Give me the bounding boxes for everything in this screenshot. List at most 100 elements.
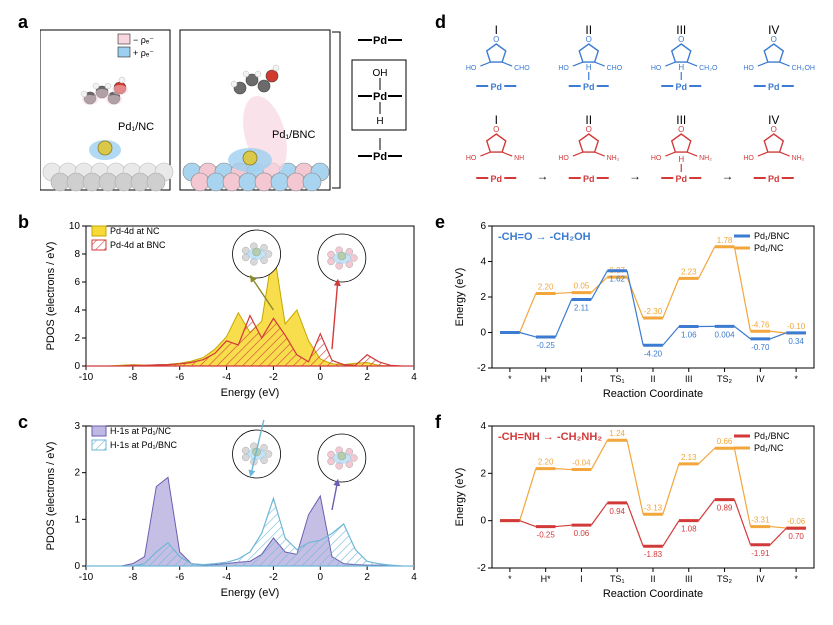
svg-text:I: I — [580, 574, 583, 584]
svg-text:-4.20: -4.20 — [644, 349, 663, 358]
svg-text:Reaction Coordinate: Reaction Coordinate — [603, 588, 703, 600]
svg-text:TS₂: TS₂ — [717, 574, 733, 584]
svg-text:H*: H* — [541, 374, 551, 384]
svg-text:CH₂O: CH₂O — [699, 65, 718, 72]
svg-text:2: 2 — [74, 468, 80, 479]
svg-text:HO: HO — [743, 155, 754, 162]
svg-text:Pd: Pd — [490, 82, 502, 92]
svg-text:II: II — [650, 374, 655, 384]
svg-text:2.23: 2.23 — [681, 267, 697, 276]
svg-text:III: III — [685, 374, 693, 384]
svg-text:-8: -8 — [128, 372, 137, 383]
svg-text:TS₁: TS₁ — [610, 574, 625, 584]
svg-text:-0.10: -0.10 — [787, 322, 806, 331]
svg-text:4: 4 — [480, 257, 486, 268]
svg-text:HO: HO — [743, 65, 754, 72]
svg-text:-4.76: -4.76 — [751, 320, 770, 329]
svg-text:PDOS (electrons / eV): PDOS (electrons / eV) — [45, 442, 57, 551]
svg-text:O: O — [586, 35, 592, 44]
svg-text:Pd₁/BNC: Pd₁/BNC — [754, 231, 790, 241]
svg-text:2.13: 2.13 — [681, 453, 697, 462]
svg-text:IV: IV — [756, 574, 765, 584]
svg-text:CHO: CHO — [514, 65, 530, 72]
svg-text:O: O — [678, 35, 684, 44]
svg-text:2: 2 — [364, 572, 370, 583]
svg-text:Pd₁/NC: Pd₁/NC — [118, 121, 154, 133]
svg-text:O: O — [771, 125, 777, 134]
svg-text:Pd₁/NC: Pd₁/NC — [754, 243, 784, 253]
figure-root: a b c d e f − ρₑ⁻+ ρₑ⁻Pd₁/NCPd₁/BNCPdOHP… — [0, 0, 833, 625]
svg-text:O: O — [493, 125, 499, 134]
svg-text:Pd₁/NC: Pd₁/NC — [754, 443, 784, 453]
svg-text:CHO: CHO — [607, 65, 623, 72]
svg-text:HO: HO — [466, 155, 477, 162]
svg-text:O: O — [678, 125, 684, 134]
svg-text:0.05: 0.05 — [574, 282, 590, 291]
svg-text:-2: -2 — [269, 372, 278, 383]
svg-text:0.34: 0.34 — [788, 337, 804, 346]
svg-text:6: 6 — [480, 221, 486, 232]
svg-text:1.06: 1.06 — [681, 330, 697, 339]
svg-text:+ ρₑ⁻: + ρₑ⁻ — [133, 48, 154, 58]
svg-text:-8: -8 — [128, 572, 137, 583]
svg-text:HO: HO — [651, 65, 662, 72]
svg-text:II: II — [650, 574, 655, 584]
svg-text:0: 0 — [74, 561, 80, 572]
svg-text:-10: -10 — [79, 372, 94, 383]
svg-text:H: H — [678, 63, 684, 72]
svg-text:0: 0 — [74, 361, 80, 372]
svg-text:H: H — [376, 116, 383, 127]
svg-text:-3.13: -3.13 — [644, 503, 663, 512]
svg-text:0: 0 — [318, 372, 324, 383]
panel-b: -10-8-6-4-20240246810Energy (eV)PDOS (el… — [40, 220, 420, 400]
svg-text:Pd: Pd — [373, 151, 387, 163]
svg-text:0.004: 0.004 — [715, 330, 736, 339]
svg-text:-0.04: -0.04 — [572, 459, 591, 468]
svg-text:OH: OH — [373, 68, 388, 79]
svg-text:HO: HO — [466, 65, 477, 72]
panel-a: − ρₑ⁻+ ρₑ⁻Pd₁/NCPd₁/BNCPdOHPdHPd — [40, 20, 420, 200]
panel-e: -20246*H*ITS₁IIIIITS₂IV*Reaction Coordin… — [450, 220, 820, 400]
svg-text:Pd: Pd — [675, 174, 687, 184]
svg-text:NH₂: NH₂ — [699, 155, 712, 162]
svg-text:0: 0 — [480, 516, 486, 527]
panel-label-c: c — [18, 412, 28, 433]
svg-text:-1.83: -1.83 — [644, 550, 663, 559]
svg-text:-2: -2 — [477, 363, 486, 374]
svg-text:Pd₁/BNC: Pd₁/BNC — [272, 129, 316, 141]
svg-text:Energy (eV): Energy (eV) — [221, 387, 280, 399]
svg-text:1.62: 1.62 — [609, 275, 625, 284]
svg-text:O: O — [586, 125, 592, 134]
svg-text:HO: HO — [558, 155, 569, 162]
svg-text:Energy (eV): Energy (eV) — [454, 268, 466, 327]
svg-text:→: → — [629, 169, 641, 183]
svg-text:-4: -4 — [222, 572, 231, 583]
svg-text:-6: -6 — [175, 372, 184, 383]
svg-text:Reaction Coordinate: Reaction Coordinate — [603, 388, 703, 400]
svg-text:-1.91: -1.91 — [751, 549, 770, 558]
svg-text:Pd₁/BNC: Pd₁/BNC — [754, 431, 790, 441]
svg-text:-CH=O → -CH₂OH: -CH=O → -CH₂OH — [498, 231, 591, 243]
panel-d: IOHOCHOPdIIOHOCHOPdHIIIOHOCH₂OPdHIVOHOCH… — [450, 20, 820, 200]
svg-text:1.78: 1.78 — [717, 236, 733, 245]
svg-text:Pd: Pd — [373, 35, 387, 47]
svg-text:0: 0 — [480, 328, 486, 339]
svg-text:O: O — [771, 35, 777, 44]
svg-text:I: I — [580, 374, 583, 384]
panel-c: -10-8-6-4-20240123Energy (eV)PDOS (elect… — [40, 420, 420, 600]
svg-text:-0.70: -0.70 — [751, 343, 770, 352]
svg-text:1.08: 1.08 — [681, 525, 697, 534]
svg-text:→: → — [722, 169, 734, 183]
svg-text:Pd: Pd — [768, 82, 780, 92]
svg-text:NH₂: NH₂ — [792, 155, 805, 162]
svg-text:Energy (eV): Energy (eV) — [454, 468, 466, 527]
svg-text:H: H — [586, 63, 592, 72]
svg-text:H-1s at Pd₁/NC: H-1s at Pd₁/NC — [110, 426, 172, 436]
svg-text:*: * — [508, 574, 512, 584]
svg-text:O: O — [493, 35, 499, 44]
svg-text:2.20: 2.20 — [538, 282, 554, 291]
svg-text:-2: -2 — [477, 563, 486, 574]
svg-text:-2: -2 — [269, 572, 278, 583]
svg-text:HO: HO — [558, 65, 569, 72]
svg-text:PDOS (electrons / eV): PDOS (electrons / eV) — [45, 242, 57, 351]
